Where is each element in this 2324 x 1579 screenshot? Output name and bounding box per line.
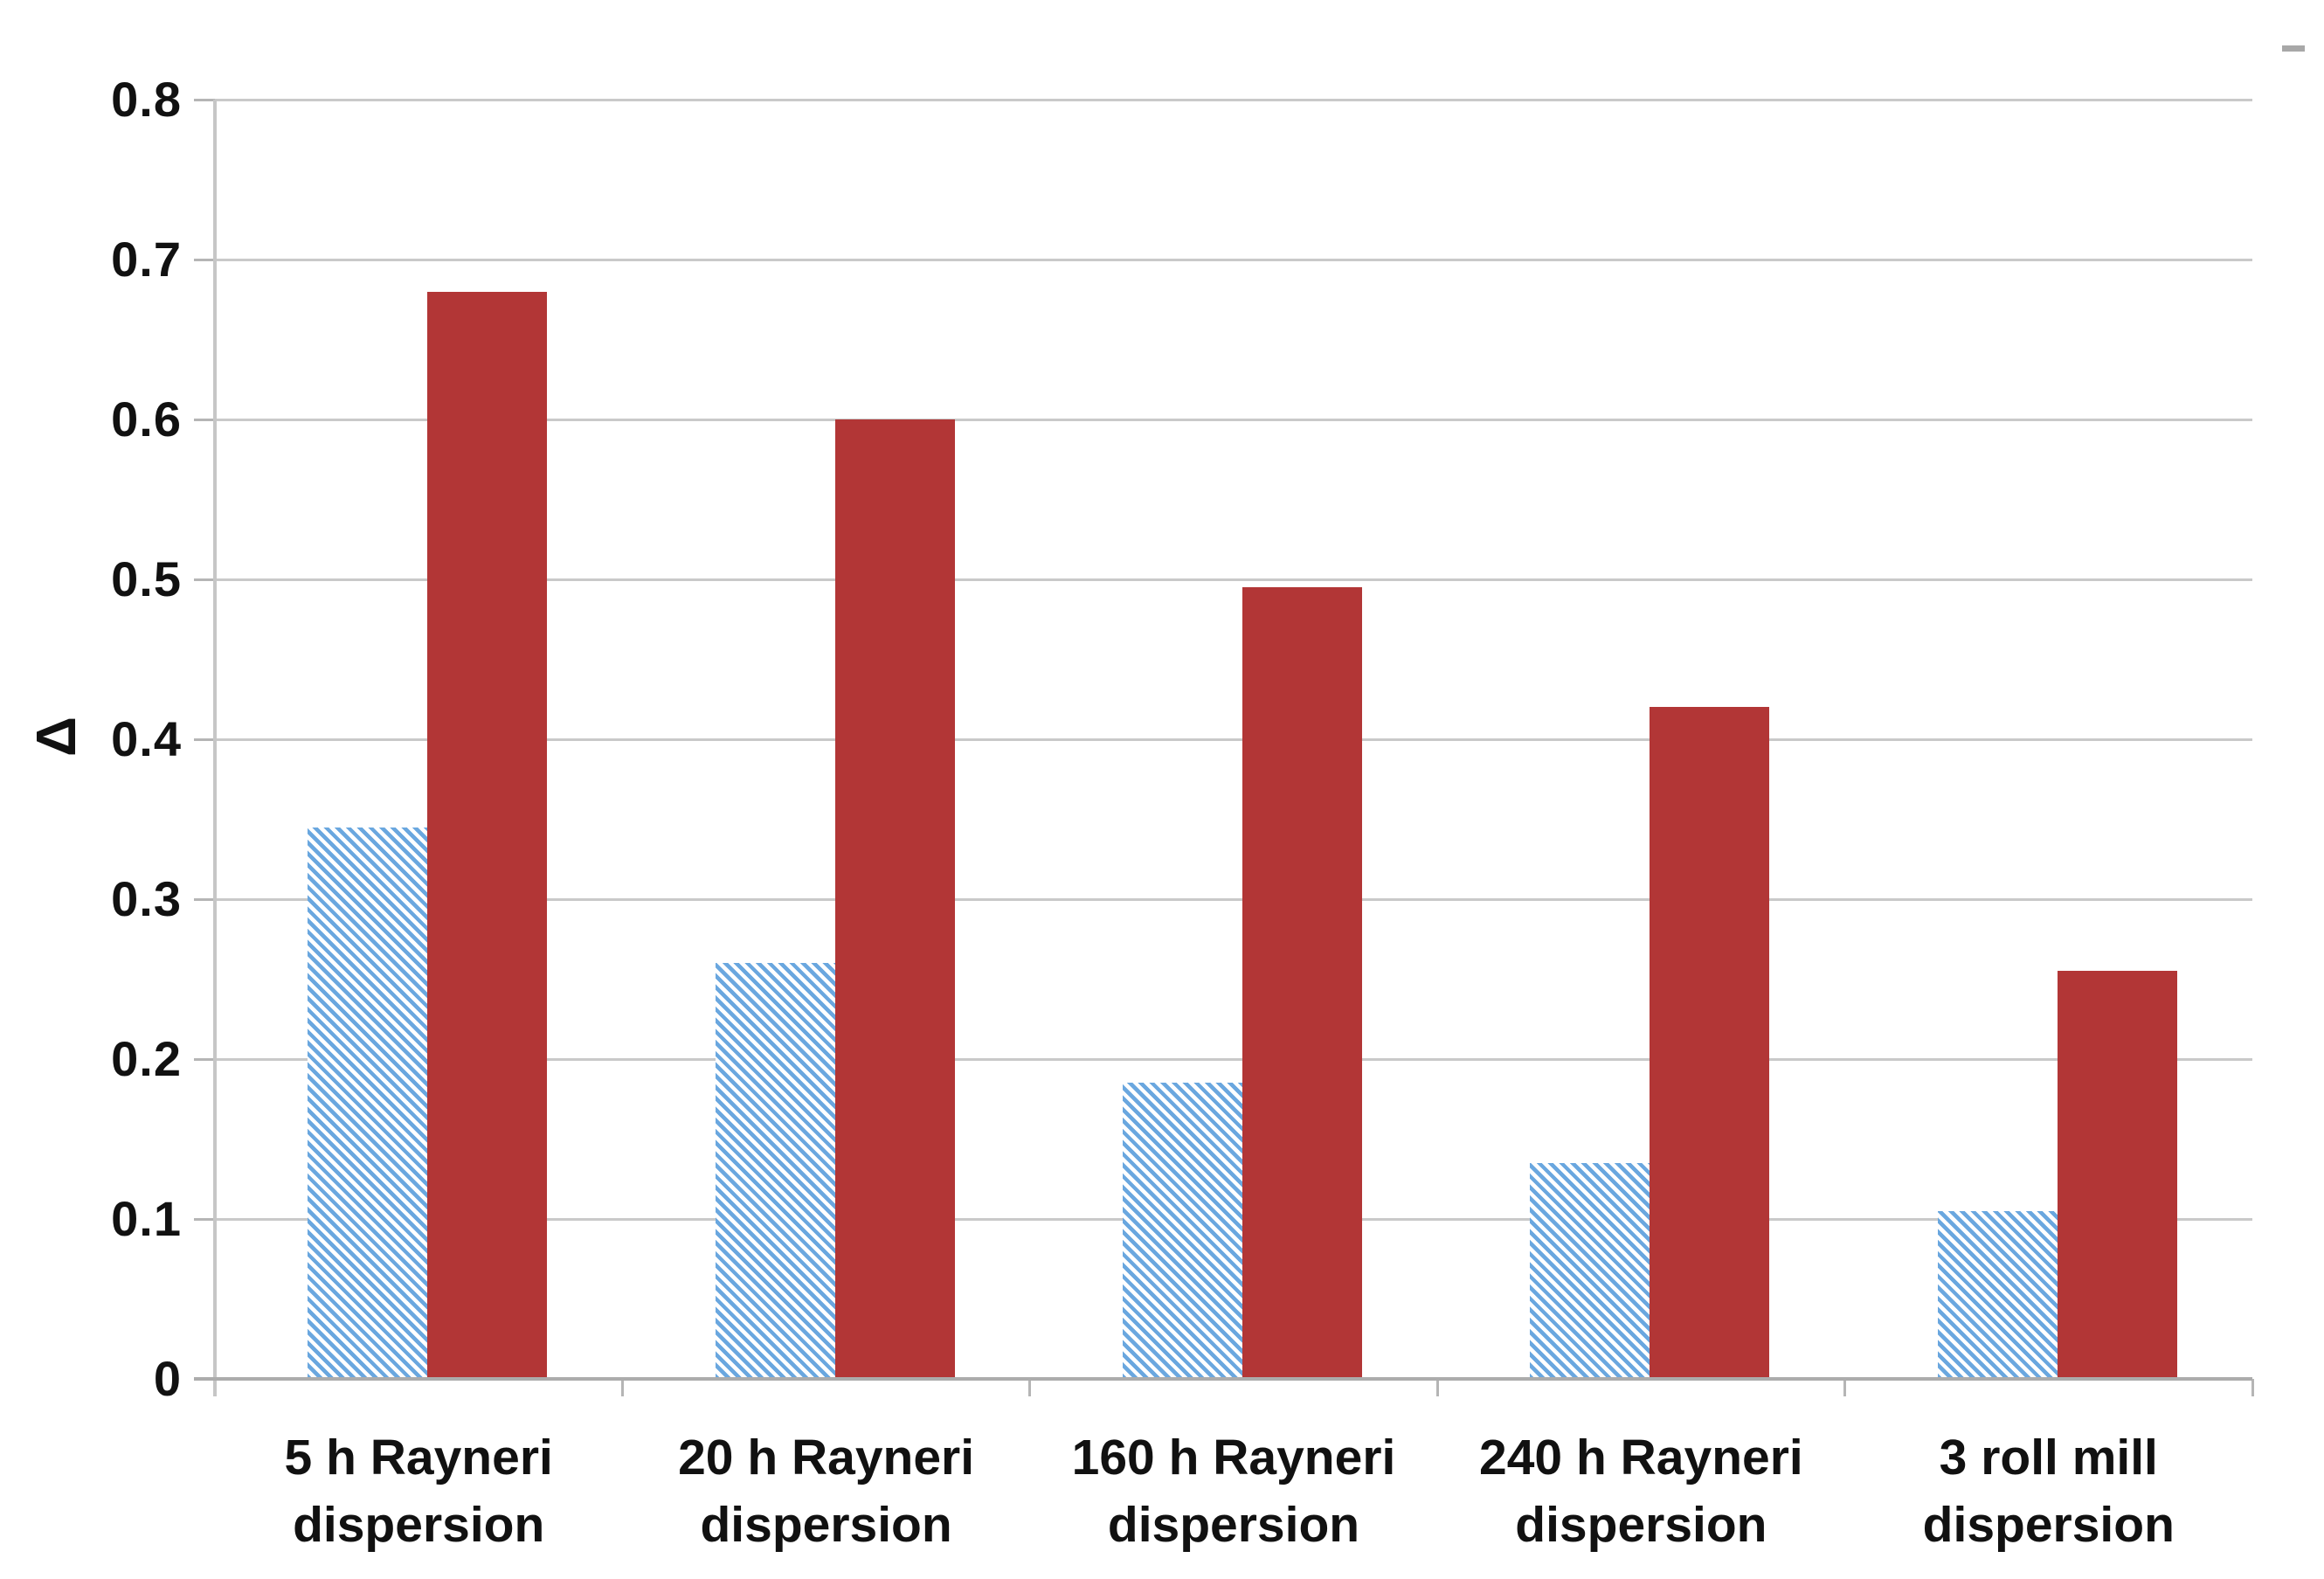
y-axis-line bbox=[213, 100, 217, 1396]
corner-dash-artifact bbox=[2282, 45, 2305, 52]
x-axis-line bbox=[194, 1377, 2252, 1381]
category-label-line2: dispersion bbox=[293, 1497, 545, 1553]
bar-red-solid-series-2 bbox=[1242, 587, 1362, 1379]
y-axis-tick bbox=[194, 738, 215, 741]
gridline bbox=[215, 578, 2252, 581]
category-label: 160 h Rayneri dispersion bbox=[1030, 1424, 1437, 1559]
gridline bbox=[215, 738, 2252, 741]
category-label-line1: 5 h Rayneri bbox=[284, 1430, 553, 1486]
y-axis-tick-label: 0.8 bbox=[111, 72, 182, 127]
category-label-line2: dispersion bbox=[700, 1497, 952, 1553]
bar-red-solid-series-0 bbox=[427, 291, 548, 1379]
y-axis-tick bbox=[194, 1217, 215, 1221]
category-label: 5 h Rayneri dispersion bbox=[215, 1424, 622, 1559]
y-axis-tick bbox=[194, 98, 215, 101]
y-axis-tick-label: 0.7 bbox=[111, 232, 182, 287]
gridline bbox=[215, 418, 2252, 421]
category-label: 20 h Rayneri dispersion bbox=[622, 1424, 1029, 1559]
x-axis-tick bbox=[1435, 1379, 1439, 1396]
bar-blue-hatched-series-1 bbox=[715, 963, 835, 1379]
gridline bbox=[215, 1057, 2252, 1061]
y-axis-tick-label: 0 bbox=[153, 1351, 182, 1406]
y-axis-tick bbox=[194, 258, 215, 261]
y-axis-tick bbox=[194, 1057, 215, 1061]
category-label-line1: 20 h Rayneri bbox=[678, 1430, 975, 1486]
bar-red-solid-series-3 bbox=[1650, 707, 1770, 1379]
x-axis-tick bbox=[1028, 1379, 1032, 1396]
y-axis-tick-label: 0.2 bbox=[111, 1031, 182, 1086]
gridline bbox=[215, 897, 2252, 901]
y-axis-tick bbox=[194, 897, 215, 901]
y-axis-tick-label: 0.3 bbox=[111, 871, 182, 926]
y-axis-tick-label: 0.4 bbox=[111, 711, 182, 766]
category-label: 240 h Rayneri dispersion bbox=[1437, 1424, 1844, 1559]
gridline bbox=[215, 258, 2252, 261]
bar-red-solid-series-1 bbox=[834, 419, 955, 1379]
category-label-line1: 160 h Rayneri bbox=[1071, 1430, 1396, 1486]
y-axis-tick-label: 0.5 bbox=[111, 551, 182, 606]
category-label-line1: 3 roll mill bbox=[1939, 1430, 2158, 1486]
x-axis-tick bbox=[2251, 1379, 2254, 1396]
bar-blue-hatched-series-2 bbox=[1123, 1083, 1242, 1379]
x-axis-tick bbox=[620, 1379, 624, 1396]
category-label-line2: dispersion bbox=[1922, 1497, 2175, 1553]
bar-blue-hatched-series-4 bbox=[1937, 1210, 2058, 1379]
bar-red-solid-series-4 bbox=[2057, 971, 2177, 1379]
y-axis-tick bbox=[194, 578, 215, 581]
category-label-line1: 240 h Rayneri bbox=[1479, 1430, 1803, 1486]
category-label-line2: dispersion bbox=[1107, 1497, 1360, 1553]
bar-blue-hatched-series-3 bbox=[1530, 1162, 1650, 1379]
gridline bbox=[215, 98, 2252, 101]
category-label: 3 roll mill dispersion bbox=[1845, 1424, 2252, 1559]
y-axis-tick bbox=[194, 418, 215, 421]
y-axis-tick-label: 0.1 bbox=[111, 1191, 182, 1246]
y-axis-tick-label: 0.6 bbox=[111, 391, 182, 447]
x-axis-tick bbox=[1843, 1379, 1847, 1396]
bar-blue-hatched-series-0 bbox=[308, 827, 428, 1379]
category-label-line2: dispersion bbox=[1515, 1497, 1767, 1553]
